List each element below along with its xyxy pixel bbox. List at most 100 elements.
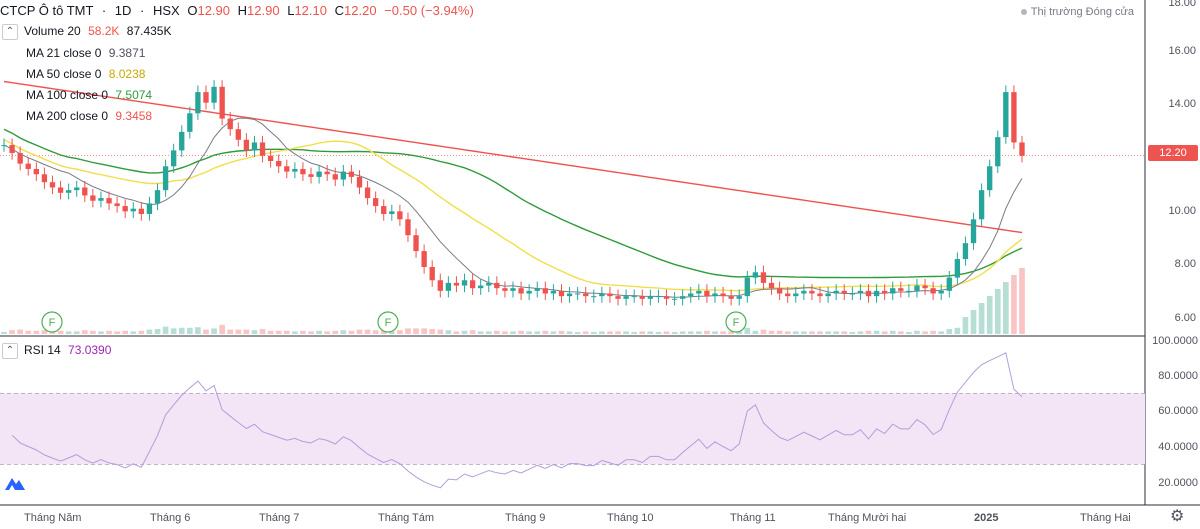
candle-body [793, 293, 799, 297]
candle-body [631, 296, 637, 298]
volume-bar [631, 332, 638, 334]
candle-body [437, 280, 443, 291]
volume-bar [970, 310, 977, 334]
candle-body [962, 243, 969, 260]
volume-bar [897, 331, 904, 334]
candle-body [33, 168, 39, 175]
candle-body [550, 290, 557, 294]
candle-body [1019, 142, 1025, 156]
candle-body [1, 145, 7, 147]
symbol-name[interactable]: CTCP Ô tô TMT [0, 3, 94, 18]
volume-bar [41, 330, 48, 334]
candle-body [308, 174, 314, 177]
candle-body [873, 290, 880, 297]
legend-rsi[interactable]: ⌃ RSI 14 73.0390 [2, 343, 111, 359]
candle-body [946, 277, 952, 291]
volume-bar [704, 330, 710, 334]
candle-body [639, 296, 645, 299]
legend-ma50[interactable]: MA 50 close 0 8.0238 [26, 67, 145, 81]
volume-bar [17, 329, 23, 334]
candle-body [445, 282, 452, 291]
event-marker-label: F [733, 317, 740, 329]
candle-body [98, 198, 104, 201]
collapse-chevron-icon[interactable]: ⌃ [2, 343, 18, 359]
ma200-line [3, 80, 1023, 234]
volume-bar [607, 331, 613, 334]
candle-body [518, 288, 524, 294]
tradingview-logo-icon[interactable] [4, 474, 26, 492]
volume-bar [865, 330, 872, 334]
legend-ma100[interactable]: MA 100 close 0 7.5074 [26, 88, 152, 102]
interval-label[interactable]: 1D [114, 3, 132, 18]
ma100-value: 7.5074 [115, 88, 153, 102]
candle-body [809, 290, 815, 294]
volume-bar [275, 330, 282, 334]
volume-bar [316, 330, 322, 334]
low-key: L [287, 3, 295, 18]
candle-body [970, 219, 977, 244]
low-value: 12.10 [294, 3, 327, 18]
ohlc-values: O12.90 H12.90 L12.10 C12.20 −0.50 (−3.94… [183, 3, 473, 18]
candle-body [82, 187, 88, 196]
candle-body [841, 290, 847, 294]
candle-body [57, 187, 64, 193]
volume-bar [227, 329, 234, 334]
candle-body [227, 118, 233, 130]
legend-volume[interactable]: ⌃ Volume 20 58.2K 87.435K [2, 24, 171, 40]
volume-bar [267, 330, 274, 334]
volume-bar [574, 332, 581, 334]
ma200-value: 9.3458 [115, 109, 153, 123]
settings-gear-icon[interactable]: ⚙ [1170, 508, 1185, 525]
legend-ma200[interactable]: MA 200 close 0 9.3458 [26, 109, 152, 123]
candle-body [712, 293, 718, 297]
collapse-chevron-icon[interactable]: ⌃ [2, 24, 18, 40]
candle-body [526, 290, 532, 294]
candle-body [316, 171, 322, 177]
candle-body [696, 290, 702, 294]
volume-bar [300, 330, 306, 334]
candle-body [978, 190, 985, 220]
volume-bar [655, 332, 662, 334]
candle-body [90, 195, 96, 201]
candle-body [680, 296, 686, 299]
open-value: 12.90 [197, 3, 231, 18]
candle-body [292, 168, 298, 172]
candle-body [776, 288, 783, 294]
candle-body [122, 206, 128, 212]
candle-body [922, 285, 928, 289]
volume-bar [752, 330, 759, 334]
market-status-text: Thị trường Đóng cửa [1030, 6, 1134, 18]
volume-bar [186, 327, 193, 334]
event-marker-icon [41, 311, 63, 333]
candle-body [284, 166, 290, 172]
price-axis-label: 18.00 [1168, 0, 1196, 9]
rsi-axis-label: 100.0000 [1152, 335, 1198, 347]
ma21-value: 9.3871 [108, 46, 146, 60]
volume-bar [485, 331, 492, 334]
volume-bar [57, 330, 64, 334]
volume-bar [1003, 282, 1009, 334]
volume-bar [203, 329, 209, 334]
candle-body [995, 137, 1001, 167]
candle-body [930, 288, 936, 294]
volume-bar [954, 327, 961, 334]
time-axis-label: Tháng Tám [378, 512, 435, 524]
candle-body [372, 198, 379, 207]
volume-bar [33, 330, 40, 334]
volume-bar [397, 330, 403, 334]
ma100-label: MA 100 close 0 [26, 88, 109, 102]
candle-body [671, 298, 678, 300]
rsi-axis-label: 80.0000 [1158, 370, 1198, 382]
volume-bar [590, 332, 597, 334]
volume-bar [494, 330, 500, 334]
ma21-line [3, 117, 1023, 298]
ma50-label: MA 50 close 0 [26, 67, 102, 81]
volume-bar [906, 332, 912, 334]
legend-ma21[interactable]: MA 21 close 0 9.3871 [26, 46, 145, 60]
volume-bar [817, 331, 823, 334]
volume-bar [219, 324, 225, 334]
volume-bar [308, 331, 314, 334]
volume-bar [154, 329, 161, 334]
